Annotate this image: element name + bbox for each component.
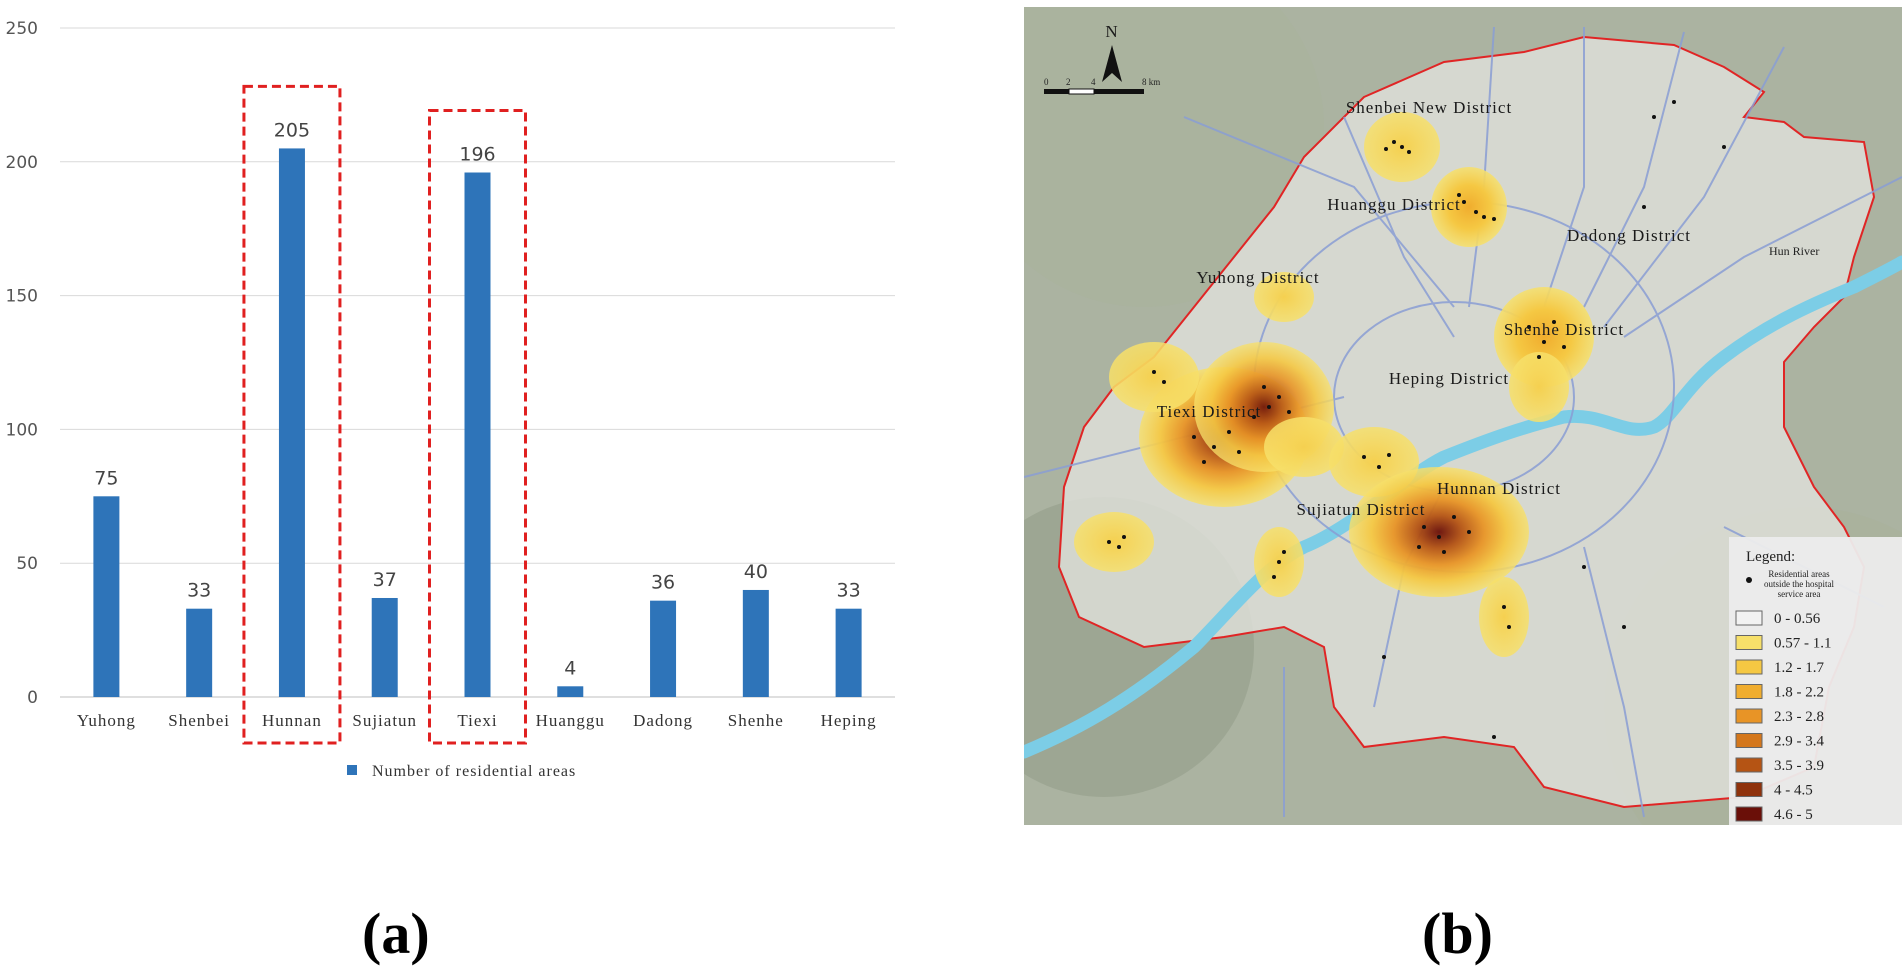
bar-shenhe [742, 589, 769, 697]
y-tick-label-100: 100 [6, 420, 38, 440]
category-label-dadong: Dadong [633, 711, 693, 730]
data-label-huanggu: 4 [564, 657, 576, 679]
data-label-hunnan: 205 [274, 119, 310, 141]
heat-areas [1074, 112, 1594, 657]
scale-bar: 0 2 4 8 km [1044, 77, 1160, 95]
legend-class-swatch-0 [1735, 610, 1763, 626]
y-tick-label-0: 0 [27, 688, 38, 708]
scale-label-4: 4 [1091, 77, 1096, 87]
legend-class-label-0: 0 - 0.56 [1774, 611, 1821, 627]
highlight-layer [242, 84, 527, 745]
legend-class-swatch-5 [1735, 733, 1763, 748]
category-label-yuhong: Yuhong [77, 711, 136, 730]
map-svg: N 0 2 4 8 km Shenbei New District Huangg… [954, 0, 1902, 907]
data-label-yuhong: 75 [94, 467, 118, 489]
legend-point-label-1: Residential areas [1768, 569, 1830, 579]
y-tick-label-250: 250 [6, 19, 38, 39]
legend-class-swatch-3 [1735, 684, 1763, 699]
district-label-heping: Heping District [1389, 369, 1509, 388]
legend-label: Number of residential areas [372, 763, 576, 780]
district-label-huanggu: Huanggu District [1327, 195, 1461, 214]
panel-label-b: (b) [1422, 901, 1493, 966]
legend-class-label-6: 3.5 - 3.9 [1774, 758, 1824, 774]
district-label-shenbei: Shenbei New District [1346, 98, 1512, 117]
data-label-tiexi: 196 [459, 144, 495, 166]
legend-class-swatch-4 [1735, 708, 1763, 724]
data-label-shenbei: 33 [187, 580, 211, 602]
map-legend: Legend: Residential areas outside the ho… [1729, 537, 1902, 825]
legend-class-swatch-7 [1735, 782, 1763, 797]
legend-class-label-5: 2.9 - 3.4 [1774, 734, 1824, 750]
scale-label-8: 8 km [1142, 77, 1160, 87]
hun-river [1017, 255, 1902, 759]
bar-layer [93, 148, 862, 698]
district-label-hunnan: Hunnan District [1437, 479, 1561, 498]
district-label-sujiatun: Sujiatun District [1297, 500, 1426, 519]
bar-heping [835, 608, 862, 697]
residential-points [1107, 100, 1726, 739]
bar-chart-svg: 0 50 100 150 200 250 75 Yuhong 33 Shenbei 205 Hunn… [6, 19, 895, 780]
bar-hunnan [278, 148, 305, 698]
legend-classes: 0 - 0.56 0.57 - 1.1 1.2 - 1.7 1.8 - 2.2 2.3 … [1735, 610, 1832, 823]
scale-label-2: 2 [1066, 77, 1071, 87]
bar-yuhong [93, 496, 120, 697]
bar-huanggu [557, 686, 584, 697]
category-label-tiexi: Tiexi [457, 711, 497, 730]
data-label-sujiatun: 37 [373, 569, 397, 591]
bar-dadong [650, 600, 677, 697]
y-tick-label-50: 50 [16, 554, 38, 574]
bar-sujiatun [371, 597, 398, 697]
district-label-shenhe: Shenhe District [1504, 320, 1624, 339]
district-label-yuhong: Yuhong District [1196, 268, 1319, 287]
legend-title: Legend: [1746, 549, 1795, 565]
legend-class-label-2: 1.2 - 1.7 [1774, 660, 1824, 676]
district-label-tiexi: Tiexi District [1157, 402, 1262, 421]
river-label: Hun River [1769, 244, 1819, 258]
legend-class-swatch-2 [1735, 659, 1763, 675]
category-label-shenbei: Shenbei [168, 711, 230, 730]
highlight-box-tiexi [428, 109, 527, 745]
category-label-hunnan: Hunnan [262, 711, 322, 730]
data-label-heping: 33 [837, 580, 861, 602]
scale-label-0: 0 [1044, 77, 1049, 87]
bar-shenbei [186, 608, 213, 697]
category-label-huanggu: Huanggu [536, 711, 605, 730]
north-arrow: N [1102, 22, 1122, 82]
data-label-dadong: 36 [651, 572, 675, 594]
legend-class-label-1: 0.57 - 1.1 [1774, 636, 1832, 652]
y-tick-label-200: 200 [6, 153, 38, 173]
legend-class-label-8: 4.6 - 5 [1774, 807, 1813, 823]
data-label-shenhe: 40 [744, 561, 768, 583]
legend-class-label-4: 2.3 - 2.8 [1774, 709, 1824, 725]
legend-class-swatch-8 [1735, 806, 1763, 822]
category-label-sujiatun: Sujiatun [352, 711, 417, 730]
legend-class-label-7: 4 - 4.5 [1774, 783, 1813, 799]
legend-class-swatch-6 [1735, 757, 1763, 773]
bar-tiexi [464, 172, 491, 697]
label-layer: 75 Yuhong 33 Shenbei 205 Hunnan 37 Sujiatun 196 T… [77, 119, 877, 730]
category-label-heping: Heping [821, 711, 877, 730]
highlight-box-hunnan [242, 84, 342, 745]
heat-map-panel: N 0 2 4 8 km Shenbei New District Huangg… [954, 0, 1902, 907]
legend-class-label-3: 1.8 - 2.2 [1774, 685, 1824, 701]
panel-label-a: (a) [362, 901, 430, 966]
legend-point-label-3: service area [1778, 589, 1821, 599]
legend-swatch [347, 765, 357, 775]
category-label-shenhe: Shenhe [728, 711, 784, 730]
legend-point-label-2: outside the hospital [1764, 579, 1834, 589]
north-label: N [1105, 22, 1118, 41]
legend-class-swatch-1 [1735, 635, 1763, 650]
district-label-dadong: Dadong District [1567, 226, 1691, 245]
bar-chart-panel: 0 50 100 150 200 250 75 Yuhong 33 Shenbei 205 Hunn… [0, 0, 920, 800]
y-tick-label-150: 150 [6, 287, 38, 307]
district-labels: Shenbei New District Huanggu District Da… [1157, 98, 1820, 519]
legend-layer: Number of residential areas [347, 763, 576, 780]
